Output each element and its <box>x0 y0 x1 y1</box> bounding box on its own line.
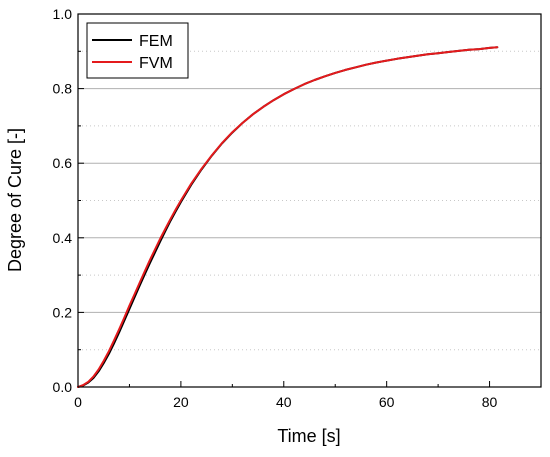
legend: FEM FVM <box>86 22 189 79</box>
y-tick-label: 0.0 <box>53 379 73 395</box>
legend-box <box>86 22 189 79</box>
y-tick-label: 0.8 <box>53 81 73 97</box>
x-tick-label: 40 <box>276 394 292 410</box>
x-tick-label: 0 <box>74 394 82 410</box>
series-line-fem <box>77 46 499 388</box>
series-lines <box>77 46 499 388</box>
y-tick-label: 0.2 <box>53 304 73 320</box>
legend-label-fvm: FVM <box>139 55 173 72</box>
legend-label-fem: FEM <box>139 33 173 50</box>
x-tick-label: 80 <box>482 394 498 410</box>
y-tick-label: 0.6 <box>53 155 73 171</box>
grid-lines <box>78 50 541 351</box>
x-tick-label: 20 <box>173 394 189 410</box>
y-tick-label: 0.4 <box>53 230 73 246</box>
y-axis-title: Degree of Cure [-] <box>5 128 25 272</box>
y-tick-label: 1.0 <box>53 6 73 22</box>
x-axis-title: Time [s] <box>277 426 340 446</box>
x-tick-label: 60 <box>379 394 395 410</box>
series-line-fvm <box>77 46 499 388</box>
axis-ticks: 0 20 40 60 80 0.0 0.2 0.4 0.6 0.8 1.0 <box>53 6 498 410</box>
